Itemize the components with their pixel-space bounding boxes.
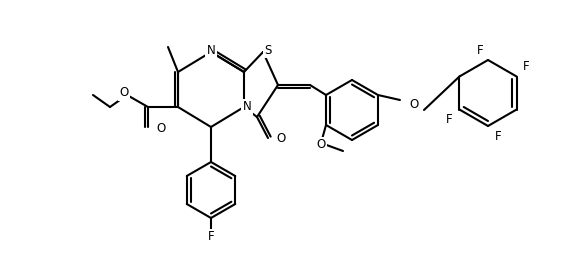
Text: F: F [495,130,501,142]
Text: N: N [242,101,251,114]
Text: F: F [446,113,453,126]
Text: O: O [409,99,419,111]
Text: F: F [523,60,530,73]
Text: N: N [206,44,215,58]
Text: F: F [208,230,215,244]
Text: O: O [156,122,165,134]
Text: O: O [119,86,129,100]
Text: O: O [317,139,325,151]
Text: S: S [264,44,271,57]
Text: F: F [477,44,483,57]
Text: O: O [276,133,285,146]
